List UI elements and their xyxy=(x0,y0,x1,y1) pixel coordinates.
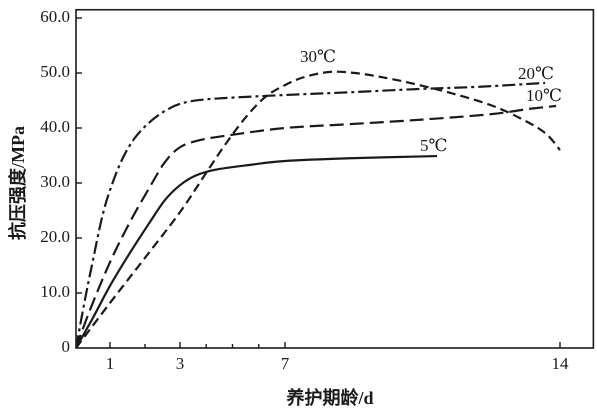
series-lines xyxy=(76,70,561,348)
x-tick-label: 1 xyxy=(106,354,115,373)
series-label-20c: 20℃ xyxy=(518,64,554,83)
x-axis-label: 养护期龄/d xyxy=(285,387,373,408)
x-tick-label: 3 xyxy=(176,354,185,373)
y-tick-label: 60.0 xyxy=(40,7,70,26)
y-tick-label: 50.0 xyxy=(40,62,70,81)
y-tick-label: 0 xyxy=(62,337,71,356)
series-line-5c xyxy=(76,154,438,348)
y-axis-label: 抗压强度/MPa xyxy=(7,126,28,240)
x-tick-label: 7 xyxy=(281,354,290,373)
plot-frame xyxy=(75,8,595,349)
series-line-20c xyxy=(76,81,546,348)
series-label-10c: 10℃ xyxy=(526,86,562,105)
y-tick-label: 10.0 xyxy=(40,282,70,301)
y-tick-label: 40.0 xyxy=(40,117,70,136)
axis-tick-labels: 0 10.0 20.0 30.0 40.0 50.0 60.0 1 3 7 14 xyxy=(40,7,569,373)
series-line-30c xyxy=(76,70,561,348)
series-line-10c xyxy=(76,104,557,348)
series-label-30c: 30℃ xyxy=(300,47,336,66)
axis-ticks xyxy=(76,17,561,348)
series-label-5c: 5℃ xyxy=(420,136,448,155)
x-tick-label: 14 xyxy=(552,354,570,373)
y-tick-label: 30.0 xyxy=(40,172,70,191)
y-tick-label: 20.0 xyxy=(40,227,70,246)
